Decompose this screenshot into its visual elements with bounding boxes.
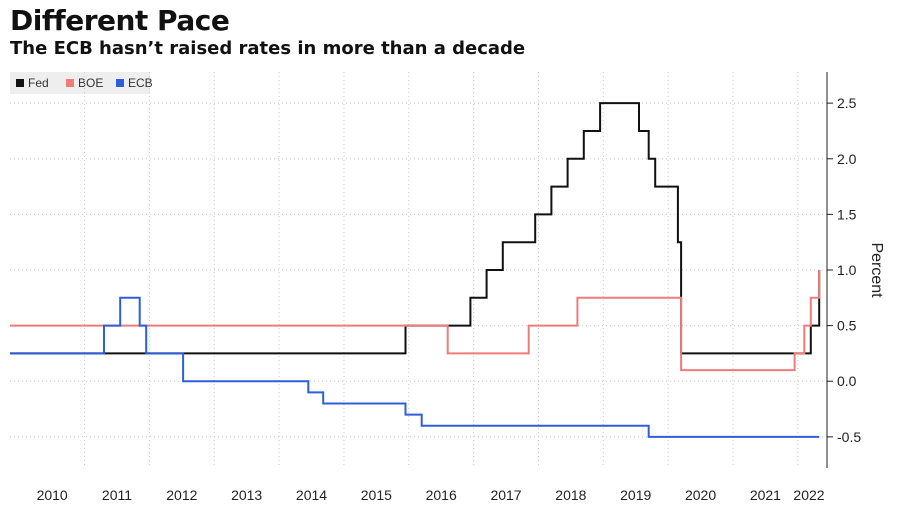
legend-label-fed: Fed [28,76,49,90]
legend-label-boe: BOE [78,76,103,90]
y-tick-labels: 2.5 2.0 1.5 1.0 0.5 0.0 -0.5 [837,95,861,445]
series-line-ecb [10,296,820,438]
y-tick-label: 1.5 [837,206,857,222]
x-tick-label: 2020 [685,487,716,503]
chart-grid [10,72,827,468]
x-tick-label: 2013 [231,487,262,503]
y-tick-label: 2.0 [837,151,857,167]
legend-swatch-boe [66,79,74,87]
legend-swatch-fed [16,79,24,87]
x-tick-label: 2010 [37,487,68,503]
x-tick-label: 2015 [361,487,392,503]
y-tick-label: -0.5 [837,429,861,445]
y-tick-label: 2.5 [837,95,857,111]
x-tick-label: 2011 [102,487,132,503]
x-tick-label: 2022 [793,487,824,503]
x-tick-label: 2012 [166,487,197,503]
y-tick-label: 1.0 [837,262,857,278]
x-tick-label: 2016 [426,487,457,503]
x-tick-labels: 2010 2011 2012 2013 2014 2015 2016 2017 2018 2019… [37,487,825,503]
legend-box [10,72,150,94]
y-tick-label: 0.5 [837,318,857,334]
chart-title: Different Pace [10,4,230,37]
chart-series [10,102,821,438]
legend-swatch-ecb [116,79,124,87]
x-tick-label: 2018 [555,487,586,503]
series-line-fed [10,102,821,355]
legend-label-ecb: ECB [128,76,153,90]
x-tick-label: 2014 [296,487,327,503]
legend: Fed BOE ECB [16,76,153,90]
y-tick-label: 0.0 [837,373,857,389]
x-tick-label: 2019 [620,487,651,503]
x-tick-label: 2021 [750,487,781,503]
x-tick-label: 2017 [490,487,521,503]
right-axis [826,72,833,468]
y-axis-label: Percent [868,242,885,298]
chart-subtitle: The ECB hasn’t raised rates in more than… [10,38,526,59]
series-line-boe [10,270,821,372]
